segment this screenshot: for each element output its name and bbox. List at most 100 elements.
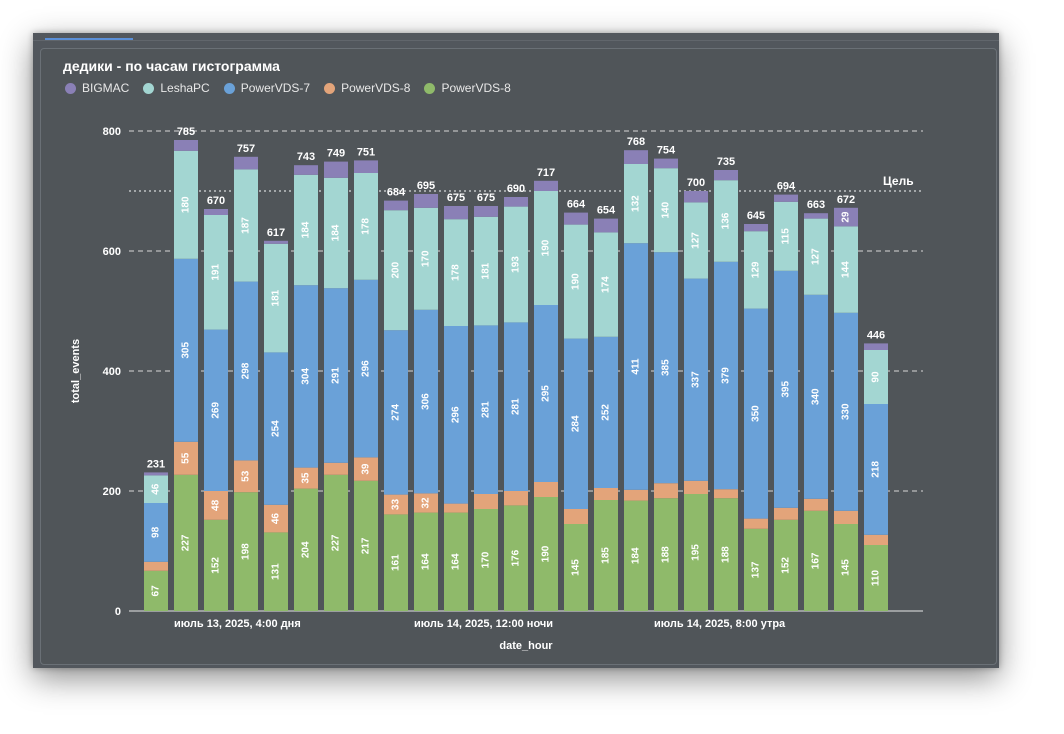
x-axis-title: date_hour <box>499 640 553 652</box>
bar-segment-powervds-8 <box>174 474 198 611</box>
bar-segment-powervds-7 <box>804 294 828 499</box>
bar-total-label: 645 <box>747 210 765 222</box>
bar-segment-powervds-8 <box>534 482 558 497</box>
bar-segment-leshapc <box>204 215 228 330</box>
bar-total-label: 743 <box>297 151 315 163</box>
bar-total-label: 675 <box>477 192 495 204</box>
bar-segment-bigmac <box>654 158 678 169</box>
chart-legend: BIGMAC LeshaPC PowerVDS-7 PowerVDS-8 Pow… <box>65 81 511 95</box>
bar-segment-leshapc <box>534 191 558 305</box>
bar-segment-bigmac <box>264 240 288 244</box>
bar-segment-bigmac <box>354 160 378 173</box>
active-tab-indicator[interactable] <box>45 38 133 40</box>
bar-value-label: 188 <box>661 546 672 563</box>
bar-segment-leshapc <box>444 219 468 326</box>
bar-total-label: 670 <box>207 195 225 207</box>
bar-value-label: 284 <box>571 415 582 432</box>
bar-value-label: 136 <box>721 212 732 229</box>
bar-segment-powervds-8 <box>144 570 168 611</box>
bar-segment-leshapc <box>474 216 498 326</box>
bar-value-label: 46 <box>271 513 282 525</box>
bar-segment-powervds-8 <box>294 488 318 611</box>
bar-segment-bigmac <box>444 206 468 220</box>
bar-segment-powervds-8 <box>204 491 228 520</box>
bar-segment-powervds-8 <box>594 488 618 500</box>
bar-value-label: 144 <box>841 261 852 278</box>
bar-segment-powervds-8 <box>474 494 498 509</box>
bar-value-label: 132 <box>631 195 642 212</box>
legend-swatch-powervds-8-green <box>424 82 436 94</box>
bar-segment-powervds-8 <box>174 441 198 475</box>
bar-segment-powervds-8 <box>864 534 888 545</box>
bar-segment-powervds-7 <box>774 270 798 508</box>
bar-total-label: 700 <box>687 177 705 189</box>
bar-value-label: 164 <box>421 553 432 570</box>
bar-value-label: 181 <box>481 262 492 279</box>
bar-segment-powervds-8 <box>714 498 738 611</box>
bar-segment-bigmac <box>714 170 738 181</box>
bar-segment-powervds-7 <box>294 285 318 468</box>
legend-item-bigmac[interactable]: BIGMAC <box>65 81 129 95</box>
bar-value-label: 127 <box>811 248 822 265</box>
bar-value-label: 39 <box>361 463 372 475</box>
legend-swatch-powervds-7 <box>223 82 235 94</box>
bar-value-label: 178 <box>451 264 462 281</box>
bar-segment-leshapc <box>654 168 678 253</box>
bar-total-label: 785 <box>177 126 195 138</box>
bar-segment-powervds-8 <box>534 497 558 611</box>
bar-value-label: 174 <box>601 276 612 293</box>
bar-segment-bigmac <box>384 200 408 211</box>
bar-segment-powervds-7 <box>744 308 768 519</box>
legend-swatch-powervds-8-orange <box>324 82 336 94</box>
bar-segment-bigmac <box>594 218 618 233</box>
bar-value-label: 296 <box>361 360 372 377</box>
bar-total-label: 675 <box>447 192 465 204</box>
bar-value-label: 184 <box>301 221 312 238</box>
legend-item-leshapc[interactable]: LeshaPC <box>143 81 210 95</box>
bar-value-label: 129 <box>751 261 762 278</box>
bar-value-label: 227 <box>181 534 192 551</box>
y-tick-label: 800 <box>103 126 121 138</box>
bar-total-label: 754 <box>657 145 676 157</box>
legend-item-powervds-7[interactable]: PowerVDS-7 <box>223 81 310 95</box>
bar-segment-powervds-7 <box>444 326 468 504</box>
bar-total-label: 717 <box>537 167 555 179</box>
bar-segment-powervds-8 <box>744 528 768 611</box>
bar-total-label: 654 <box>597 205 616 217</box>
bar-value-label: 90 <box>871 371 882 383</box>
bar-segment-powervds-7 <box>354 279 378 458</box>
bar-segment-leshapc <box>264 243 288 353</box>
bar-value-label: 281 <box>511 398 522 415</box>
legend-label-powervds-8-green: PowerVDS-8 <box>441 81 511 95</box>
bar-value-label: 187 <box>241 217 252 234</box>
bar-segment-powervds-7 <box>204 329 228 491</box>
bar-value-label: 115 <box>781 228 792 245</box>
bar-value-label: 178 <box>361 218 372 235</box>
y-tick-label: 600 <box>103 246 121 258</box>
bar-total-label: 231 <box>147 458 165 470</box>
bar-value-label: 33 <box>391 499 402 511</box>
bar-value-label: 385 <box>661 359 672 376</box>
bar-value-label: 350 <box>751 405 762 422</box>
bar-segment-powervds-8 <box>804 510 828 611</box>
bar-segment-leshapc <box>864 350 888 404</box>
goal-label: Цель <box>883 174 914 188</box>
stacked-bar-chart: 0 200 400 600 800 Цель 67 98 46 231 227 55 305 180 785… <box>70 126 923 652</box>
bar-value-label: 227 <box>331 534 342 551</box>
bar-segment-powervds-8 <box>864 545 888 611</box>
bar-value-label: 185 <box>601 547 612 564</box>
legend-item-powervds-8-green[interactable]: PowerVDS-8 <box>424 81 511 95</box>
bar-segment-bigmac <box>234 156 258 170</box>
bar-value-label: 281 <box>481 401 492 418</box>
bar-value-label: 304 <box>301 368 312 385</box>
legend-item-powervds-8-orange[interactable]: PowerVDS-8 <box>324 81 410 95</box>
bar-segment-powervds-8 <box>324 474 348 611</box>
bar-value-label: 379 <box>721 367 732 384</box>
bar-segment-powervds-7 <box>144 503 168 562</box>
x-tick-label: июль 14, 2025, 8:00 утра <box>654 618 786 630</box>
bar-segment-powervds-7 <box>504 322 528 491</box>
bar-segment-leshapc <box>624 164 648 244</box>
bar-total-label: 684 <box>387 187 406 199</box>
bar-value-label: 152 <box>211 557 222 574</box>
bar-value-label: 340 <box>811 388 822 405</box>
